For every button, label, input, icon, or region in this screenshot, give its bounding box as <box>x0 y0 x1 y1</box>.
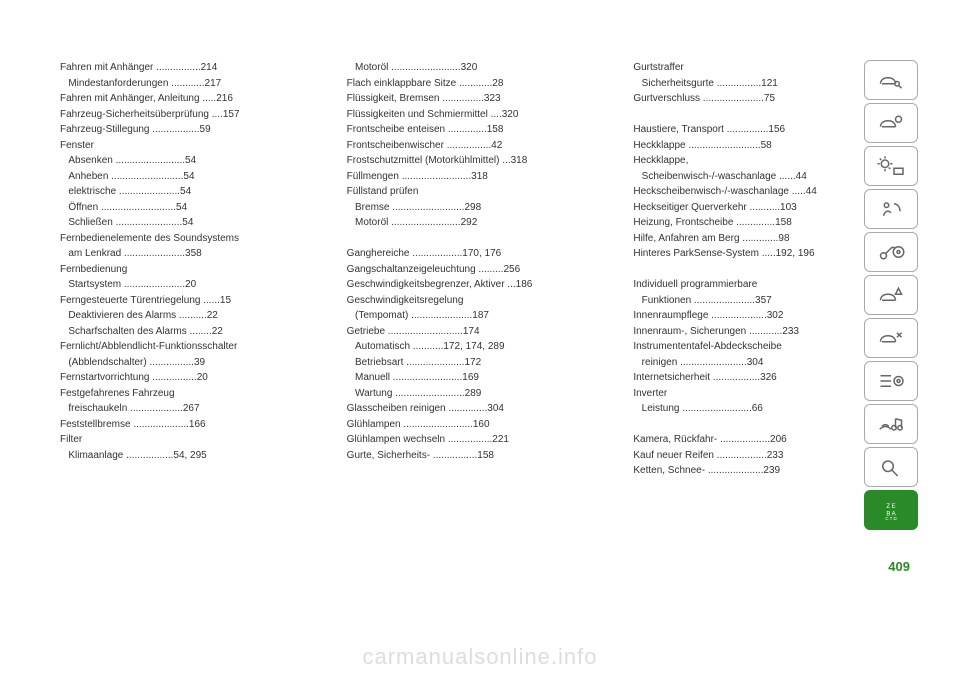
column-1: Fahren mit Anhänger ................214 … <box>60 60 347 550</box>
index-entry: Fernstartvorrichtung ................20 <box>60 370 337 386</box>
index-entry: Deaktivieren des Alarms ..........22 <box>60 308 337 324</box>
index-entry: Festgefahrenes Fahrzeug <box>60 386 337 402</box>
index-entry: Getriebe ...........................174 <box>347 324 624 340</box>
index-entry: Motoröl .........................320 <box>347 60 624 76</box>
index-entry: Fenster <box>60 138 337 154</box>
index-entry: Anheben ..........................54 <box>60 169 337 185</box>
index-entry: Flach einklappbare Sitze ............28 <box>347 76 624 92</box>
index-entry: Glühlampen .........................160 <box>347 417 624 433</box>
index-entry: freischaukeln ...................267 <box>60 401 337 417</box>
tab-search-icon[interactable] <box>864 447 918 487</box>
index-entry: Automatisch ...........172, 174, 289 <box>347 339 624 355</box>
index-entry: Frontscheibenwischer ................42 <box>347 138 624 154</box>
index-entry: Geschwindigkeitsregelung <box>347 293 624 309</box>
index-entry: Mindestanforderungen ............217 <box>60 76 337 92</box>
index-entry: Frontscheibe enteisen ..............158 <box>347 122 624 138</box>
index-entry: Startsystem ......................20 <box>60 277 337 293</box>
svg-text:C T D: C T D <box>885 516 897 521</box>
index-entry: Gangschaltanzeigeleuchtung .........256 <box>347 262 624 278</box>
index-entry: Frostschutzmittel (Motorkühlmittel) ...3… <box>347 153 624 169</box>
index-entry: Wartung .........................289 <box>347 386 624 402</box>
index-entry: Motoröl .........................292 <box>347 215 624 231</box>
index-entry: am Lenkrad ......................358 <box>60 246 337 262</box>
tab-sidebar: Z EB AC T D <box>864 60 918 533</box>
index-entry: (Abblendschalter) ................39 <box>60 355 337 371</box>
index-entry: Fahren mit Anhänger ................214 <box>60 60 337 76</box>
svg-text:Z E: Z E <box>886 504 895 510</box>
index-entry: Feststellbremse ....................166 <box>60 417 337 433</box>
tab-car-search-icon[interactable] <box>864 60 918 100</box>
index-entry: Füllstand prüfen <box>347 184 624 200</box>
index-entry: Flüssigkeit, Bremsen ...............323 <box>347 91 624 107</box>
index-entry: Bremse ..........................298 <box>347 200 624 216</box>
index-entry: Flüssigkeiten und Schmiermittel ....320 <box>347 107 624 123</box>
tab-service-icon[interactable] <box>864 318 918 358</box>
index-entry: Fernlicht/Abblendlicht-Funktionsschalter <box>60 339 337 355</box>
index-entry: Glühlampen wechseln ................221 <box>347 432 624 448</box>
index-entry: (Tempomat) ......................187 <box>347 308 624 324</box>
column-2: Motoröl .........................320Flac… <box>347 60 634 550</box>
index-entry: Gurte, Sicherheits- ................158 <box>347 448 624 464</box>
index-entry: Füllmengen .........................318 <box>347 169 624 185</box>
index-entry: Fahrzeug-Sicherheitsüberprüfung ....157 <box>60 107 337 123</box>
index-entry: Absenken .........................54 <box>60 153 337 169</box>
index-entry: Schließen ........................54 <box>60 215 337 231</box>
index-entry: Geschwindigkeitsbegrenzer, Aktiver ...18… <box>347 277 624 293</box>
index-entry: Ganghereiche ..................170, 176 <box>347 246 624 262</box>
manual-page: Fahren mit Anhänger ................214 … <box>20 20 940 590</box>
index-entry: Scharfschalten des Alarms ........22 <box>60 324 337 340</box>
index-entry: Fernbedienung <box>60 262 337 278</box>
tab-media-icon[interactable] <box>864 404 918 444</box>
tab-settings-icon[interactable] <box>864 361 918 401</box>
tab-index-icon[interactable]: Z EB AC T D <box>864 490 918 530</box>
index-entry: Klimaanlage .................54, 295 <box>60 448 337 464</box>
index-entry: Fernbedienelemente des Soundsystems <box>60 231 337 247</box>
index-entry: Ferngesteuerte Türentriegelung ......15 <box>60 293 337 309</box>
index-entry <box>347 231 624 247</box>
tab-car-eco-icon[interactable] <box>864 103 918 143</box>
index-columns: Fahren mit Anhänger ................214 … <box>20 20 940 570</box>
index-entry: Fahrzeug-Stillegung .................59 <box>60 122 337 138</box>
watermark: carmanualsonline.info <box>0 644 960 670</box>
index-entry: Fahren mit Anhänger, Anleitung .....216 <box>60 91 337 107</box>
index-entry: Öffnen ...........................54 <box>60 200 337 216</box>
index-entry: Betriebsart .....................172 <box>347 355 624 371</box>
tab-airbag-icon[interactable] <box>864 189 918 229</box>
index-entry: elektrische ......................54 <box>60 184 337 200</box>
index-entry: Glasscheiben reinigen ..............304 <box>347 401 624 417</box>
index-entry: Manuell .........................169 <box>347 370 624 386</box>
page-number: 409 <box>888 559 910 574</box>
tab-warning-icon[interactable] <box>864 275 918 315</box>
tab-lights-icon[interactable] <box>864 146 918 186</box>
tab-key-wheel-icon[interactable] <box>864 232 918 272</box>
index-entry: Filter <box>60 432 337 448</box>
